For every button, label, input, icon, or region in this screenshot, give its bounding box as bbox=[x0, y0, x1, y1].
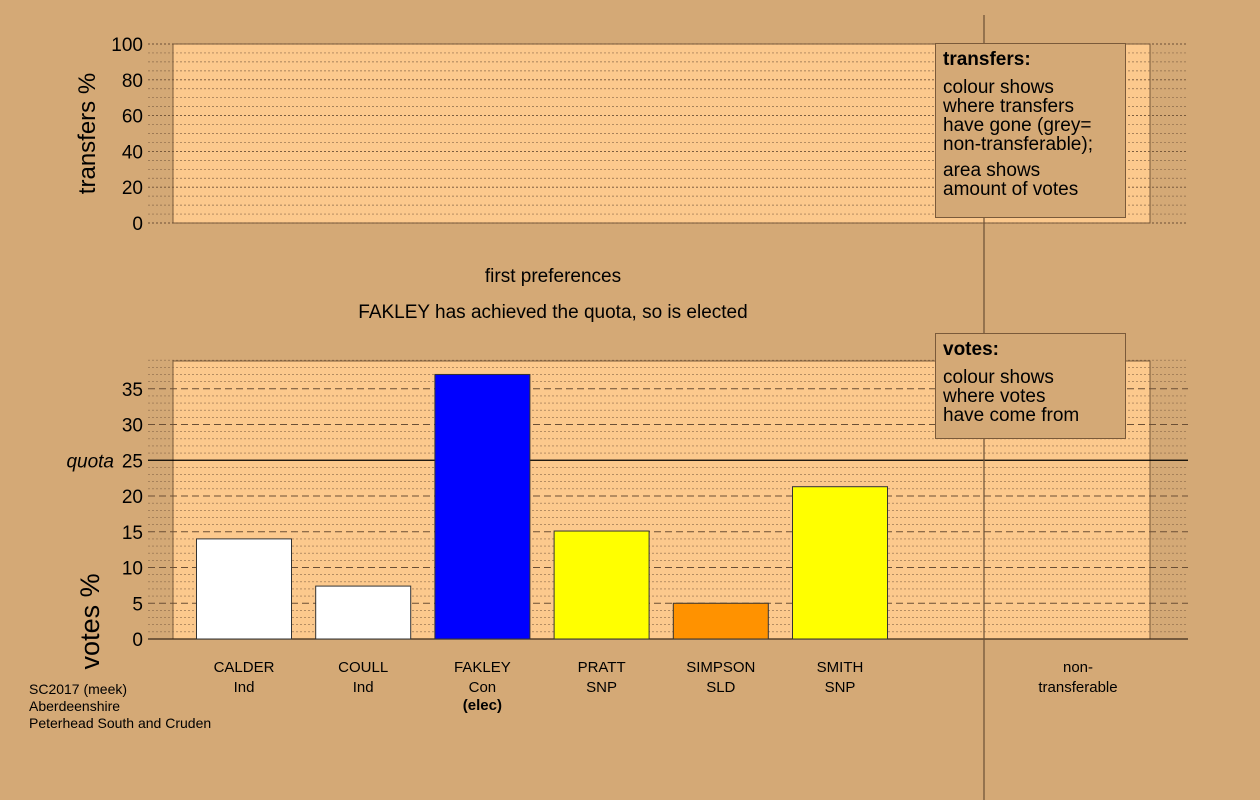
votes-legend-line: where votes bbox=[943, 386, 1046, 407]
votes-tick-label: 35 bbox=[122, 380, 143, 401]
transfers-legend-line: area shows bbox=[943, 160, 1041, 181]
transfers-axis-label: transfers % bbox=[74, 73, 101, 194]
votes-axis-label: votes % bbox=[75, 573, 105, 669]
candidate-party-label: Ind bbox=[353, 679, 374, 696]
transfers-legend-title: transfers: bbox=[943, 49, 1031, 70]
votes-legend: votes: colour shows where votes have com… bbox=[935, 333, 1126, 439]
votes-tick-label: 0 bbox=[132, 630, 143, 651]
transfers-legend-line: colour shows bbox=[943, 77, 1054, 98]
candidate-name-label: COULL bbox=[338, 659, 388, 676]
transfers-tick-label: 20 bbox=[122, 178, 143, 199]
votes-tick-label: 30 bbox=[122, 416, 143, 437]
votes-tick-label: 20 bbox=[122, 487, 143, 508]
candidate-party-label: SNP bbox=[825, 679, 856, 696]
status-message: FAKLEY has achieved the quota, so is ele… bbox=[358, 302, 748, 323]
bar-calder bbox=[196, 538, 292, 640]
candidate-name-label: PRATT bbox=[578, 659, 626, 676]
transfers-tick-label: 0 bbox=[132, 214, 143, 235]
candidate-name-label: FAKLEY bbox=[454, 659, 511, 676]
candidate-party-label: Ind bbox=[234, 679, 255, 696]
transfers-tick-label: 60 bbox=[122, 107, 143, 128]
transfers-legend-line: have gone (grey= bbox=[943, 115, 1092, 136]
bar-coull bbox=[315, 585, 412, 640]
footer-council: Aberdeenshire bbox=[29, 698, 121, 714]
transfers-legend-line: where transfers bbox=[943, 96, 1074, 117]
footer-ward: Peterhead South and Cruden bbox=[29, 715, 212, 731]
candidate-name-label: SIMPSON bbox=[686, 659, 755, 676]
votes-tick-label: 15 bbox=[122, 523, 143, 544]
transfers-tick-label: 40 bbox=[122, 142, 143, 163]
candidate-name-label: SMITH bbox=[817, 659, 864, 676]
transfers-legend: transfers: colour shows where transfers … bbox=[935, 43, 1126, 218]
non-transferable-label: transferable bbox=[1038, 679, 1117, 696]
votes-legend-title: votes: bbox=[943, 339, 999, 360]
transfers-tick-label: 80 bbox=[122, 71, 143, 92]
votes-tick-label: 25 bbox=[122, 451, 143, 472]
footer-info: SC2017 (meek) Aberdeenshire Peterhead So… bbox=[29, 681, 211, 732]
votes-tick-label: 10 bbox=[122, 559, 143, 580]
votes-tick-label: 5 bbox=[132, 594, 143, 615]
round-label: first preferences bbox=[484, 266, 622, 287]
candidate-party-label: SNP bbox=[586, 679, 617, 696]
votes-legend-line: colour shows bbox=[943, 367, 1054, 388]
bar-fakley bbox=[434, 373, 531, 640]
candidate-party-label: Con bbox=[469, 679, 497, 696]
candidate-name-label: CALDER bbox=[214, 659, 275, 676]
bar-smith bbox=[792, 486, 888, 640]
transfers-legend-line: non-transferable); bbox=[943, 134, 1093, 155]
footer-election: SC2017 (meek) bbox=[29, 681, 128, 697]
bar-simpson bbox=[672, 602, 769, 640]
bar-pratt bbox=[553, 530, 650, 640]
transfers-legend-line: amount of votes bbox=[943, 179, 1079, 200]
candidate-party-label: SLD bbox=[706, 679, 735, 696]
transfers-tick-label: 100 bbox=[111, 35, 143, 56]
quota-label: quota bbox=[66, 451, 114, 472]
candidate-status-label: (elec) bbox=[463, 697, 502, 714]
votes-legend-line: have come from bbox=[943, 405, 1080, 426]
non-transferable-label: non- bbox=[1063, 659, 1093, 676]
